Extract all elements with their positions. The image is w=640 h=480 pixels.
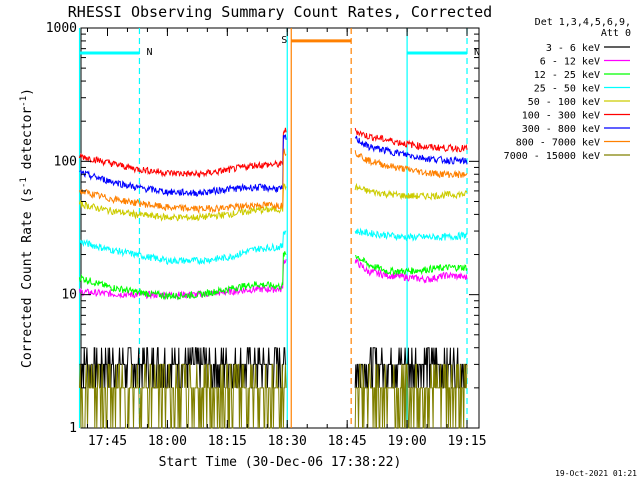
flag-label: N [474,47,480,58]
x-axis-ticks: 17:45 18:00 18:15 18:30 18:45 19:00 19:15 [87,28,487,449]
series-line [354,135,468,165]
x-tick-label: 19:00 [388,434,427,449]
x-tick-label: 18:45 [328,434,367,449]
legend-label: 50 - 100 keV [528,97,600,108]
legend-label: 12 - 25 keV [534,70,600,81]
legend-label: 7000 - 15000 keV [504,151,600,162]
y-tick-label: 100 [54,154,77,169]
series-line [355,255,468,276]
series-line [79,183,287,222]
legend-label: 3 - 6 keV [546,43,600,54]
series-line [79,134,287,197]
series-line [354,227,468,242]
x-tick-label: 18:30 [268,434,307,449]
series-line [354,150,468,179]
series-line [354,347,467,389]
y-axis-ticks: 1 10 100 1000 [46,21,479,436]
flag-label: S [281,35,287,46]
flag-label: N [146,47,152,58]
series-line [79,148,287,215]
series-line [354,363,468,429]
series-line [354,257,468,284]
flag-bars: N N S [79,35,480,58]
series-line [354,182,468,201]
y-axis-label-part: Corrected Count Rate (s [20,188,35,368]
y-tick-label: 1 [69,421,77,436]
series-lines [79,127,468,429]
x-tick-label: 19:15 [447,434,486,449]
x-axis-label: Start Time (30-Dec-06 17:38:22) [159,455,402,470]
x-tick-label: 17:45 [88,434,127,449]
y-axis-label-part: ) [20,88,35,96]
x-tick-label: 18:00 [148,434,187,449]
x-tick-label: 18:15 [208,434,247,449]
legend-label: 25 - 50 keV [534,84,600,95]
y-tick-label: 1000 [46,21,77,36]
series-line [79,363,287,429]
series-line [79,127,287,178]
legend: Det 1,3,4,5,6,9,Att 03 - 6 keV 6 - 12 keV… [504,17,631,162]
legend-label: 300 - 800 keV [522,124,600,135]
y-axis-label-part: -1 [19,177,29,188]
chart-title: RHESSI Observing Summary Count Rates, Co… [68,3,492,21]
y-axis-label-part: detector [20,107,35,178]
legend-label: 6 - 12 keV [540,57,600,68]
y-tick-label: 10 [61,288,77,303]
interval-markers [78,28,468,428]
legend-header: Det 1,3,4,5,6,9, [535,17,631,28]
series-line [79,251,287,301]
footer-timestamp: 19-Oct-2021 01:21 [555,469,637,478]
legend-label: 100 - 300 keV [522,111,600,122]
legend-header: Att 0 [601,28,631,39]
series-line [79,230,287,266]
y-axis-label-part: -1 [19,96,29,107]
series-line [354,127,468,153]
plot-area: N NS 17:45 18:00 18:15 18:30 18:45 19:00 19:15 … [46,21,487,449]
y-axis-label: Corrected Count Rate (s-1 detector-1) [19,88,35,368]
series-line [79,259,287,301]
legend-label: 800 - 7000 keV [516,138,600,149]
